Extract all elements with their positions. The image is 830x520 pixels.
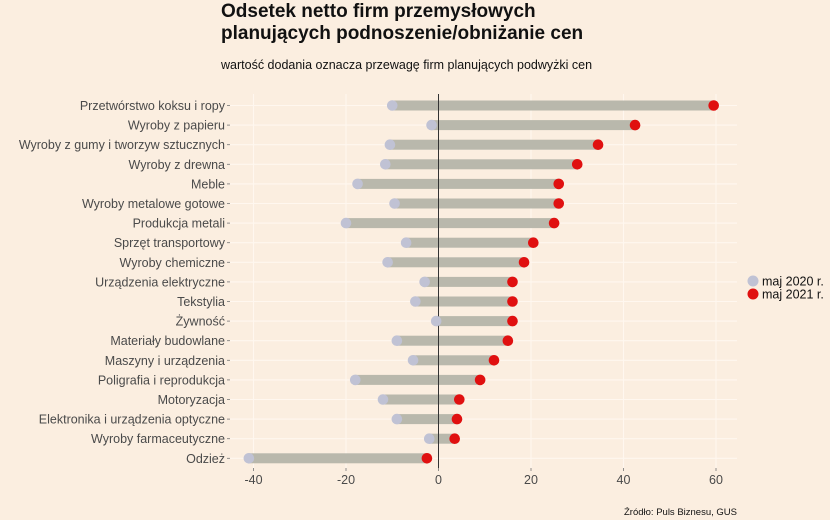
point-2020 <box>430 315 442 327</box>
x-tick-label: 0 <box>435 473 442 487</box>
point-2020 <box>400 237 412 248</box>
point-2021 <box>571 159 583 170</box>
point-2020 <box>349 374 361 386</box>
point-2021 <box>454 394 465 405</box>
category-labels: Przetwórstwo koksu i ropy Wyroby z papier… <box>19 99 230 466</box>
range-bar <box>248 453 427 464</box>
point-2020 <box>243 453 255 464</box>
bars <box>248 100 714 464</box>
point-2020 <box>391 413 403 425</box>
point-2021 <box>553 198 565 209</box>
range-bar <box>396 335 508 346</box>
chart-caption: Źródło: Puls Biznesu, GUS <box>624 507 737 518</box>
range-bar <box>436 316 513 327</box>
point-2020 <box>384 139 396 150</box>
chart-title-line-2: planujących podnoszenie/obniżanie cen <box>221 23 583 44</box>
point-2021 <box>708 100 719 111</box>
point-2021 <box>592 139 604 150</box>
category-label: Przetwórstwo koksu i ropy <box>80 99 226 113</box>
category-label: Maszyny i urządzenia <box>105 354 225 368</box>
category-label: Sprzęt transportowy <box>114 236 226 250</box>
category-label: Tekstylia <box>177 295 225 309</box>
range-bar <box>396 414 457 425</box>
range-bar <box>346 218 555 229</box>
point-2021 <box>629 119 641 131</box>
range-bar <box>389 139 599 150</box>
category-label: Meble <box>191 177 225 191</box>
range-bar <box>406 237 534 248</box>
x-tick-label: 20 <box>524 473 538 487</box>
category-label: Wyroby metalowe gotowe <box>82 197 225 211</box>
range-bar <box>383 394 460 405</box>
category-label: Elektronika i urządzenia optyczne <box>39 413 225 427</box>
point-2020 <box>426 119 437 131</box>
point-2021 <box>507 276 518 288</box>
range-bar <box>385 159 578 170</box>
category-label: Motoryzacja <box>158 393 225 407</box>
category-label: Żywność <box>176 315 225 329</box>
x-tick-label: 40 <box>617 473 631 487</box>
point-2021 <box>451 413 463 425</box>
point-2020 <box>407 355 419 366</box>
category-label: Materiały budowlane <box>110 334 225 348</box>
category-label: Wyroby chemiczne <box>120 256 226 270</box>
point-2021 <box>502 335 514 347</box>
category-label: Produkcja metali <box>133 217 225 231</box>
point-2021 <box>553 178 565 190</box>
x-tick-label: 60 <box>709 473 723 487</box>
point-2021 <box>474 374 486 386</box>
point-2020 <box>340 217 352 229</box>
range-bar <box>387 257 525 268</box>
range-bar <box>424 276 513 287</box>
point-2021 <box>548 217 560 229</box>
point-2021 <box>449 433 460 445</box>
x-tick-label: -40 <box>244 473 262 487</box>
point-2020 <box>419 276 430 288</box>
category-label: Wyroby z gumy i tworzyw sztucznych <box>19 138 225 152</box>
point-2020 <box>352 178 363 190</box>
point-2021 <box>488 355 500 366</box>
category-label: Wyroby z drewna <box>129 158 225 172</box>
legend-label-2021: maj 2021 r. <box>762 288 824 302</box>
point-2020 <box>380 159 391 170</box>
range-bar <box>415 296 513 307</box>
point-2021 <box>421 453 433 464</box>
point-2020 <box>382 257 393 268</box>
point-2021 <box>507 296 518 307</box>
point-2020 <box>410 296 421 307</box>
range-bar <box>394 198 559 209</box>
point-2020 <box>386 100 398 111</box>
range-bar <box>431 120 636 131</box>
legend: maj 2020 r. maj 2021 r. <box>747 275 824 302</box>
point-2021 <box>528 237 539 248</box>
chart-subtitle: wartość dodania oznacza przewagę firm pl… <box>220 58 592 72</box>
legend-marker-2021 <box>747 288 759 300</box>
point-2021 <box>518 257 530 268</box>
category-label: Wyroby farmaceutyczne <box>91 432 225 446</box>
category-label: Wyroby z papieru <box>128 119 225 133</box>
range-bar <box>413 355 494 366</box>
legend-label-2020: maj 2020 r. <box>762 275 824 289</box>
x-tick-label: -20 <box>337 473 355 487</box>
range-bar <box>357 178 559 189</box>
category-label: Poligrafia i reprodukcja <box>98 373 225 387</box>
chart-title-line-1: Odsetek netto firm przemysłowych <box>221 1 536 22</box>
range-bar <box>429 433 455 444</box>
legend-marker-2020 <box>747 275 759 287</box>
point-2020 <box>377 394 389 405</box>
points <box>243 100 719 464</box>
point-2020 <box>391 335 403 347</box>
category-label: Urządzenia elektryczne <box>95 275 225 289</box>
range-bar <box>392 100 714 111</box>
point-2020 <box>389 198 400 209</box>
x-axis-ticks: -40 -20 0 20 40 60 <box>244 468 723 487</box>
point-2020 <box>423 433 435 445</box>
point-2021 <box>507 315 518 327</box>
range-bar <box>355 374 481 385</box>
category-label: Odzież <box>186 452 225 466</box>
